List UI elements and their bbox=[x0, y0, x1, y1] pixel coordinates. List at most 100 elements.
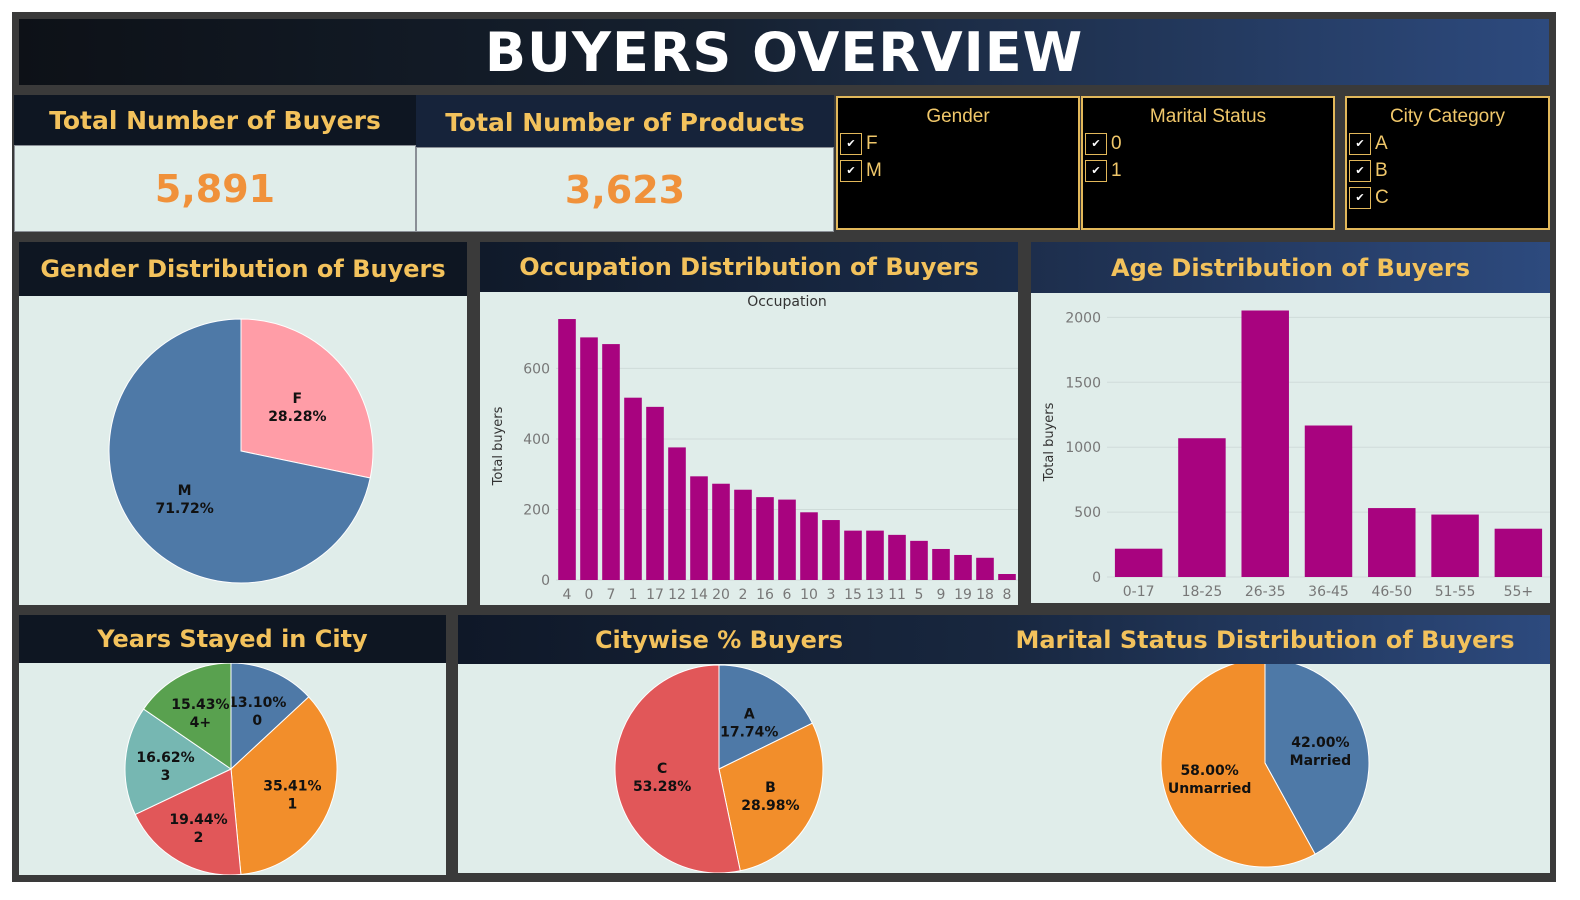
filter-option-f[interactable]: ✔ F bbox=[840, 130, 1078, 157]
checkbox-checked-icon[interactable]: ✔ bbox=[1085, 132, 1107, 155]
bar-18[interactable] bbox=[976, 557, 994, 580]
pie-slice-3[interactable] bbox=[124, 708, 232, 816]
filter-option-label: 1 bbox=[1111, 159, 1122, 181]
pie-value-label: 53.28% bbox=[633, 779, 691, 795]
pie-slice-m[interactable] bbox=[108, 318, 371, 584]
x-tick-label: 4 bbox=[563, 587, 572, 603]
x-tick-label: 7 bbox=[607, 587, 616, 603]
filter-option-c[interactable]: ✔ C bbox=[1349, 184, 1548, 211]
checkbox-checked-icon[interactable]: ✔ bbox=[1349, 132, 1371, 155]
filter-option-label: F bbox=[866, 132, 878, 154]
bar-20[interactable] bbox=[712, 483, 730, 580]
pie-label: 15.43% bbox=[171, 697, 229, 713]
pie-value-label: 28.98% bbox=[741, 798, 799, 814]
pie-label: C bbox=[657, 761, 667, 777]
bar-8[interactable] bbox=[998, 574, 1016, 580]
pie-value-label: 4+ bbox=[190, 715, 211, 731]
pie-value-label: 3 bbox=[161, 768, 171, 784]
filter-option-a[interactable]: ✔ A bbox=[1349, 130, 1548, 157]
bar-0[interactable] bbox=[580, 337, 598, 580]
bar-11[interactable] bbox=[888, 534, 906, 580]
pie-label: 13.10% bbox=[228, 695, 286, 711]
bar-18-25[interactable] bbox=[1178, 438, 1226, 577]
pie-slice-c[interactable] bbox=[614, 664, 741, 874]
checkbox-checked-icon[interactable]: ✔ bbox=[840, 132, 862, 155]
pie-value-label: 71.72% bbox=[155, 501, 213, 517]
bar-3[interactable] bbox=[822, 520, 840, 580]
checkbox-checked-icon[interactable]: ✔ bbox=[840, 159, 862, 182]
bar-55+[interactable] bbox=[1494, 528, 1543, 577]
bar-4[interactable] bbox=[558, 319, 576, 580]
pie-label: F bbox=[293, 391, 303, 407]
pie-slice-a[interactable] bbox=[718, 664, 814, 770]
pie-value-label: 17.74% bbox=[720, 724, 778, 740]
filter-gender: Gender ✔ F ✔ M bbox=[836, 96, 1080, 230]
bar-15[interactable] bbox=[844, 530, 862, 580]
y-tick-label: 0 bbox=[1092, 570, 1101, 586]
kpi-total-buyers: Total Number of Buyers 5,891 bbox=[14, 95, 416, 232]
x-tick-label: 2 bbox=[739, 587, 748, 603]
x-tick-label: 13 bbox=[866, 587, 884, 603]
page-title: BUYERS OVERVIEW bbox=[484, 20, 1084, 84]
pie-label: 19.44% bbox=[169, 812, 227, 828]
pie-slice-2[interactable] bbox=[134, 768, 242, 876]
panel-title: Gender Distribution of Buyers bbox=[40, 255, 446, 283]
pie-slice-married[interactable] bbox=[1264, 658, 1370, 855]
checkbox-checked-icon[interactable]: ✔ bbox=[1085, 159, 1107, 182]
y-axis-label: Total buyers bbox=[1042, 402, 1057, 482]
bar-2[interactable] bbox=[734, 489, 752, 580]
bar-36-45[interactable] bbox=[1304, 425, 1353, 577]
bar-10[interactable] bbox=[800, 512, 818, 580]
pie-slice-f[interactable] bbox=[240, 318, 374, 479]
x-tick-label: 6 bbox=[783, 587, 792, 603]
bar-17[interactable] bbox=[646, 406, 664, 580]
panel-title: Occupation Distribution of Buyers bbox=[519, 253, 979, 281]
x-tick-label: 26-35 bbox=[1245, 584, 1286, 600]
pie-value-label: Unmarried bbox=[1168, 781, 1252, 797]
bar-7[interactable] bbox=[602, 344, 620, 580]
checkbox-checked-icon[interactable]: ✔ bbox=[1349, 186, 1371, 209]
x-tick-label: 17 bbox=[646, 587, 664, 603]
x-tick-label: 9 bbox=[937, 587, 946, 603]
bar-26-35[interactable] bbox=[1241, 310, 1289, 577]
gender-pie-chart: F 28.28% M 71.72% bbox=[108, 318, 374, 584]
bar-51-55[interactable] bbox=[1431, 514, 1479, 577]
city-marital-pies: A 17.74% B 28.98% C 53.28% 42.00% Married 58.00%… bbox=[614, 658, 1370, 874]
filter-option-1[interactable]: ✔ 1 bbox=[1085, 157, 1333, 184]
pie-label: 16.62% bbox=[136, 750, 194, 766]
bar-9[interactable] bbox=[932, 548, 950, 580]
pie-slice-4[interactable] bbox=[142, 662, 232, 770]
filter-option-m[interactable]: ✔ M bbox=[840, 157, 1078, 184]
pie-slice-unmarried[interactable] bbox=[1160, 658, 1316, 868]
filter-option-b[interactable]: ✔ B bbox=[1349, 157, 1548, 184]
age-bar-chart: 0 500 1000 1500 2000 0-17 18-25 26-35 36-45 46-50… bbox=[1042, 310, 1550, 600]
bar-0-17[interactable] bbox=[1114, 548, 1163, 577]
x-tick-label: 55+ bbox=[1504, 584, 1534, 600]
bar-1[interactable] bbox=[624, 397, 642, 580]
y-tick-label: 600 bbox=[523, 361, 550, 377]
bar-13[interactable] bbox=[866, 530, 884, 580]
pie-slice-b[interactable] bbox=[718, 722, 824, 872]
kpi-value: 3,623 bbox=[564, 167, 686, 212]
y-tick-label: 500 bbox=[1074, 505, 1101, 521]
pie-label: A bbox=[744, 706, 755, 722]
filter-title: Gender bbox=[926, 106, 990, 127]
bar-19[interactable] bbox=[954, 554, 972, 580]
x-tick-label: 18-25 bbox=[1182, 584, 1223, 600]
x-tick-label: 5 bbox=[915, 587, 924, 603]
pie-label: M bbox=[178, 483, 192, 499]
filter-option-0[interactable]: ✔ 0 bbox=[1085, 130, 1333, 157]
pie-slice-1[interactable] bbox=[230, 696, 338, 876]
pie-value-label: 1 bbox=[288, 796, 298, 812]
pie-slice-0[interactable] bbox=[230, 662, 310, 771]
bar-5[interactable] bbox=[910, 540, 928, 580]
bar-16[interactable] bbox=[756, 497, 774, 580]
pie-value-label: Married bbox=[1290, 753, 1352, 769]
bar-12[interactable] bbox=[668, 447, 686, 580]
pie-value-label: 2 bbox=[194, 830, 204, 846]
bar-14[interactable] bbox=[690, 476, 708, 580]
pie-label: 42.00% bbox=[1291, 735, 1349, 751]
bar-46-50[interactable] bbox=[1368, 508, 1416, 577]
bar-6[interactable] bbox=[778, 499, 796, 580]
checkbox-checked-icon[interactable]: ✔ bbox=[1349, 159, 1371, 182]
